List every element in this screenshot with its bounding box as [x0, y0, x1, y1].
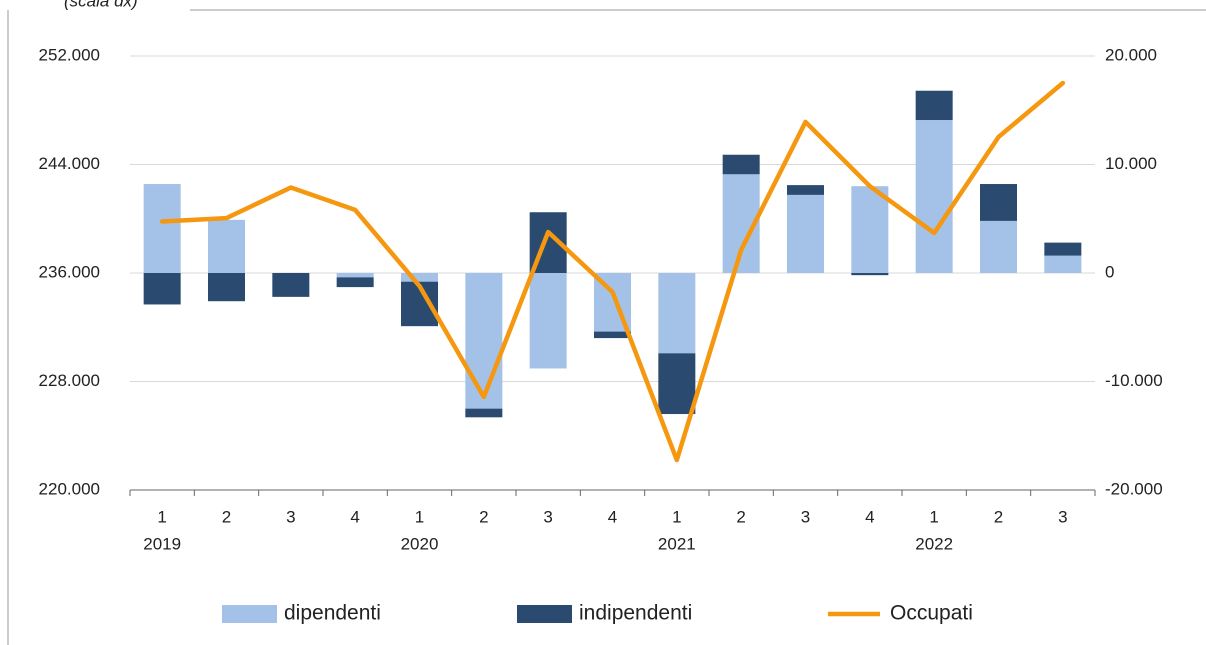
y2-tick-label: 0 [1105, 262, 1114, 281]
bar [465, 273, 503, 409]
y2-tick-label: -10.000 [1105, 371, 1163, 390]
x-tick-label: 2 [736, 507, 745, 526]
bar [336, 273, 374, 278]
bar [594, 331, 631, 339]
bar [658, 273, 696, 354]
y-tick-label: 220.000 [39, 479, 100, 498]
bar [272, 273, 310, 297]
bar [915, 120, 953, 273]
y-tick-label: 228.000 [39, 371, 100, 390]
bar [529, 273, 567, 369]
x-tick-label: 2 [222, 507, 231, 526]
x-tick-label: 3 [1058, 507, 1067, 526]
y2-tick-label: 10.000 [1105, 154, 1157, 173]
bar [465, 408, 503, 418]
x-tick-label: 3 [286, 507, 295, 526]
bar [143, 273, 181, 305]
bar [980, 184, 1017, 221]
y2-tick-label: 20.000 [1105, 45, 1157, 64]
bar [722, 154, 760, 175]
x-tick-label: 3 [801, 507, 810, 526]
year-label: 2021 [658, 534, 696, 553]
annotation: (scala dx) [64, 0, 138, 10]
legend-label: indipendenti [579, 602, 692, 625]
year-label: 2019 [143, 534, 181, 553]
bar [980, 220, 1017, 273]
x-tick-label: 2 [479, 507, 488, 526]
year-label: 2020 [401, 534, 439, 553]
x-tick-label: 1 [672, 507, 681, 526]
line [159, 80, 1066, 463]
bar [915, 90, 953, 121]
bar [851, 186, 889, 273]
bar [1044, 255, 1082, 273]
bar [401, 273, 438, 282]
bar [143, 184, 181, 273]
legend-swatch [222, 605, 277, 623]
x-tick-label: 1 [157, 507, 166, 526]
y-tick-label: 236.000 [39, 262, 100, 281]
bar [851, 273, 889, 276]
bar [1044, 242, 1082, 256]
x-tick-label: 4 [350, 507, 359, 526]
x-tick-label: 4 [865, 507, 874, 526]
year-label: 2022 [915, 534, 953, 553]
y-tick-label: 252.000 [39, 45, 100, 64]
y2-tick-label: -20.000 [1105, 479, 1163, 498]
bar [787, 194, 824, 273]
bar [787, 185, 824, 195]
legend-label: Occupati [890, 602, 973, 625]
legend-swatch [517, 605, 572, 623]
x-tick-label: 4 [608, 507, 617, 526]
x-tick-label: 1 [929, 507, 938, 526]
bar [336, 277, 374, 288]
legend-label: dipendenti [284, 602, 381, 625]
y-tick-label: 244.000 [39, 154, 100, 173]
x-tick-label: 3 [543, 507, 552, 526]
x-tick-label: 2 [994, 507, 1003, 526]
bar [208, 273, 245, 302]
x-tick-label: 1 [415, 507, 424, 526]
bar [208, 219, 245, 273]
bar [658, 353, 696, 415]
